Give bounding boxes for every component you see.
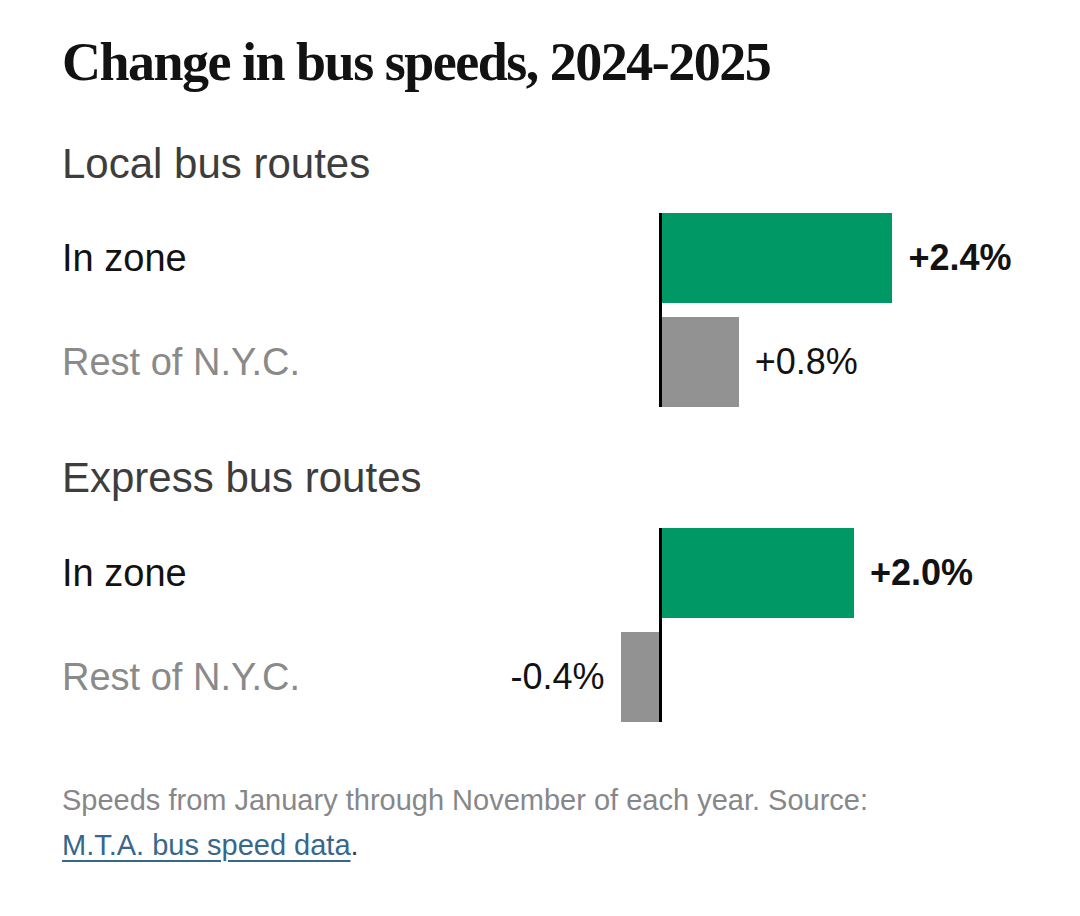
chart-row: Rest of N.Y.C. +0.8% <box>62 317 1018 407</box>
bar <box>662 213 892 303</box>
chart-row: In zone +2.4% <box>62 213 1018 303</box>
value-label: +2.0% <box>870 552 973 594</box>
group-title: Local bus routes <box>62 139 1018 189</box>
source-note-text: Speeds from January through November of … <box>62 784 868 816</box>
category-label: Rest of N.Y.C. <box>62 658 300 696</box>
axis-line <box>659 528 662 722</box>
chart-group: Express bus routes In zone +2.0% Rest of N.… <box>62 453 1018 721</box>
chart-row: Rest of N.Y.C. -0.4% <box>62 632 1018 722</box>
axis-line <box>659 213 662 407</box>
category-label: Rest of N.Y.C. <box>62 343 300 381</box>
group-title: Express bus routes <box>62 453 1018 503</box>
bar <box>662 317 739 407</box>
value-label: +0.8% <box>755 341 858 383</box>
group-rows: In zone +2.0% Rest of N.Y.C. -0.4% <box>62 528 1018 722</box>
value-label: -0.4% <box>511 656 605 698</box>
chart-row: In zone +2.0% <box>62 528 1018 618</box>
chart-title: Change in bus speeds, 2024-2025 <box>62 30 1018 95</box>
source-note-suffix: . <box>351 829 359 861</box>
category-label: In zone <box>62 554 187 592</box>
value-label: +2.4% <box>908 237 1011 279</box>
bar <box>662 528 854 618</box>
group-rows: In zone +2.4% Rest of N.Y.C. +0.8% <box>62 213 1018 407</box>
chart-card: Change in bus speeds, 2024-2025 Local bu… <box>0 0 1080 916</box>
source-note: Speeds from January through November of … <box>62 778 1018 868</box>
chart-group: Local bus routes In zone +2.4% Rest of N.Y.… <box>62 139 1018 407</box>
source-link[interactable]: M.T.A. bus speed data <box>62 829 351 861</box>
category-label: In zone <box>62 239 187 277</box>
chart-groups: Local bus routes In zone +2.4% Rest of N.Y.… <box>62 139 1018 722</box>
bar <box>621 632 659 722</box>
